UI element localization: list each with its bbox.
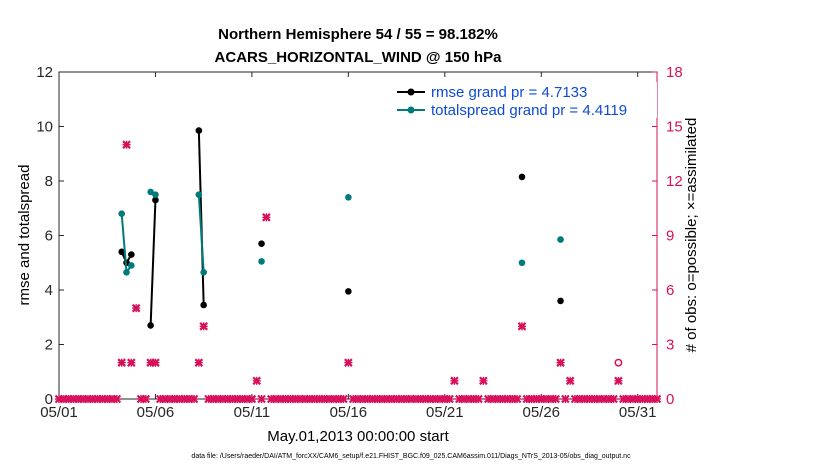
obs-assimilated-marker (561, 394, 570, 404)
chart-title-line-2: ACARS_HORIZONTAL_WIND @ 150 hPa (215, 49, 503, 66)
obs-assimilated-marker (551, 394, 561, 404)
obs-assimilated-marker (474, 394, 483, 404)
legend: rmse grand pr = 4.7133 totalspread grand… (392, 82, 657, 119)
x-tick-label: 05/06 (137, 404, 175, 421)
rmse-point (345, 288, 352, 295)
x-tick-label: 05/26 (522, 404, 560, 421)
rmse-point (147, 322, 154, 329)
obs-assimilated-marker (262, 213, 271, 222)
totalspread-point (195, 191, 203, 198)
rmse-point (128, 251, 135, 258)
obs-assimilated-marker (257, 394, 266, 404)
y-tick-label-left: 12 (36, 64, 53, 81)
totalspread-point (118, 210, 125, 217)
obs-assimilated-marker (445, 394, 454, 404)
rmse-point (518, 173, 526, 181)
y-tick-label-right: 12 (666, 173, 683, 190)
y-tick-label-right: 18 (666, 64, 683, 81)
y-tick-label-right: 0 (666, 391, 674, 408)
obs-assimilated-marker (517, 322, 527, 331)
x-tick-label: 05/11 (234, 404, 270, 421)
obs-assimilated-marker (141, 394, 151, 404)
totalspread-point (152, 191, 159, 198)
totalspread-point (518, 259, 526, 267)
y-tick-label-left: 2 (45, 337, 53, 354)
totalspread-point (147, 188, 154, 196)
obs-assimilated-marker (117, 358, 126, 367)
obs-assimilated-marker (652, 394, 662, 404)
y-tick-label-left: 0 (45, 391, 53, 408)
obs-assimilated-marker (614, 376, 623, 386)
y-tick-label-left: 10 (36, 119, 53, 136)
y-tick-label-right: 9 (666, 228, 674, 245)
x-tick-label: 05/21 (426, 404, 464, 421)
totalspread-point (200, 268, 207, 276)
obs-assimilated-marker (112, 394, 122, 404)
legend-rmse-label: rmse grand pr = 4.7133 (431, 84, 587, 101)
rmse-point (195, 127, 203, 134)
obs-assimilated-marker (344, 358, 353, 367)
x-axis-label: May.01,2013 00:00:00 start (267, 428, 449, 445)
totalspread-line (197, 194, 205, 273)
obs-assimilated-marker (131, 303, 141, 313)
x-tick-label: 05/31 (619, 404, 657, 421)
y-axis-label-left: rmse and totalspread (16, 165, 33, 306)
y-tick-label-left: 6 (45, 228, 53, 245)
y-tick-label-right: 3 (666, 337, 674, 354)
legend-totalspread-label: totalspread grand pr = 4.4119 (431, 102, 627, 119)
obs-assimilated-marker (479, 376, 488, 386)
obs-assimilated-marker (199, 322, 208, 331)
x-tick-label: 05/16 (330, 404, 368, 421)
legend-rmse-marker (407, 88, 415, 96)
obs-assimilated-marker (189, 394, 199, 404)
obs-assimilated-marker (252, 376, 262, 386)
obs-possible-marker (614, 358, 623, 367)
totalspread-point (557, 236, 564, 243)
totalspread-point (345, 194, 352, 201)
y-tick-label-right: 6 (666, 282, 674, 299)
rmse-point (258, 240, 265, 247)
plot-area: 05/01 05/06 05/11 05/16 05/21 05/26 05/31 0 2 4 6 8… (36, 64, 682, 421)
obs-assimilated-marker (339, 394, 348, 404)
totalspread-point (128, 262, 135, 269)
totalspread-point (258, 258, 265, 265)
rmse-point (557, 297, 564, 305)
rmse-point (152, 196, 159, 204)
obs-assimilated-marker (450, 376, 459, 386)
obs-assimilated-marker (556, 358, 565, 367)
y-tick-label-left: 4 (45, 282, 53, 299)
obs-assimilated-marker (565, 376, 575, 386)
obs-assimilated-marker (194, 358, 204, 367)
data-file-note: data file: /Users/raeder/DAI/ATM_forcXX/… (191, 453, 631, 460)
legend-totalspread-marker (407, 106, 415, 114)
rmse-point (200, 301, 207, 309)
rmse-line (149, 200, 157, 326)
rmse-point (118, 248, 125, 256)
obs-assimilated-marker (127, 358, 136, 367)
plot-frame (58, 71, 658, 400)
y-tick-label-left: 8 (45, 173, 53, 190)
obs-assimilated-marker (609, 394, 618, 404)
obs-assimilated-marker (151, 358, 160, 367)
x-tick-label: 05/01 (40, 404, 78, 421)
obs-assimilated-marker (247, 394, 257, 404)
chart-title-line-1: Northern Hemisphere 54 / 55 = 98.182% (218, 26, 498, 43)
obs-assimilated-marker (512, 394, 522, 404)
totalspread-point (123, 268, 130, 276)
y-tick-label-right: 15 (666, 119, 683, 136)
obs-assimilated-marker (122, 140, 131, 149)
y-axis-label-right: # of obs: o=possible; ×=assimilated (683, 118, 700, 353)
